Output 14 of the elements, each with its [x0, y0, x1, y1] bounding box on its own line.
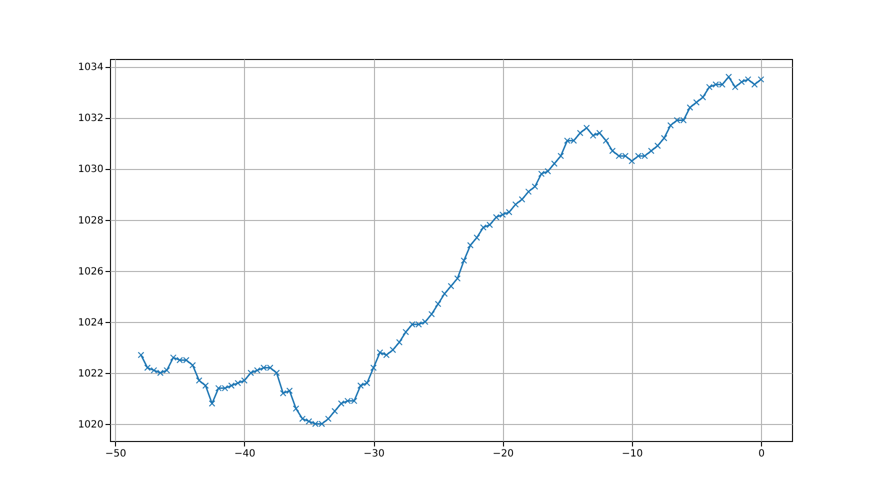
y-tick-label: 1034 [78, 62, 104, 74]
y-tick-label: 1026 [78, 266, 104, 278]
x-tick-label: −10 [622, 448, 643, 460]
y-tick-label: 1022 [78, 368, 104, 380]
x-tick-label: 0 [758, 448, 765, 460]
y-tick-label: 1032 [78, 113, 104, 124]
x-tick-label: −30 [363, 448, 385, 460]
x-tick-label: −20 [492, 448, 514, 460]
y-tick-label: 1030 [78, 164, 104, 176]
y-tick-label: 1020 [78, 419, 104, 430]
y-tick-label: 1028 [78, 215, 104, 226]
x-tick-label: −40 [234, 448, 256, 460]
x-tick-label: −50 [105, 448, 126, 460]
y-tick-label: 1024 [78, 317, 104, 328]
